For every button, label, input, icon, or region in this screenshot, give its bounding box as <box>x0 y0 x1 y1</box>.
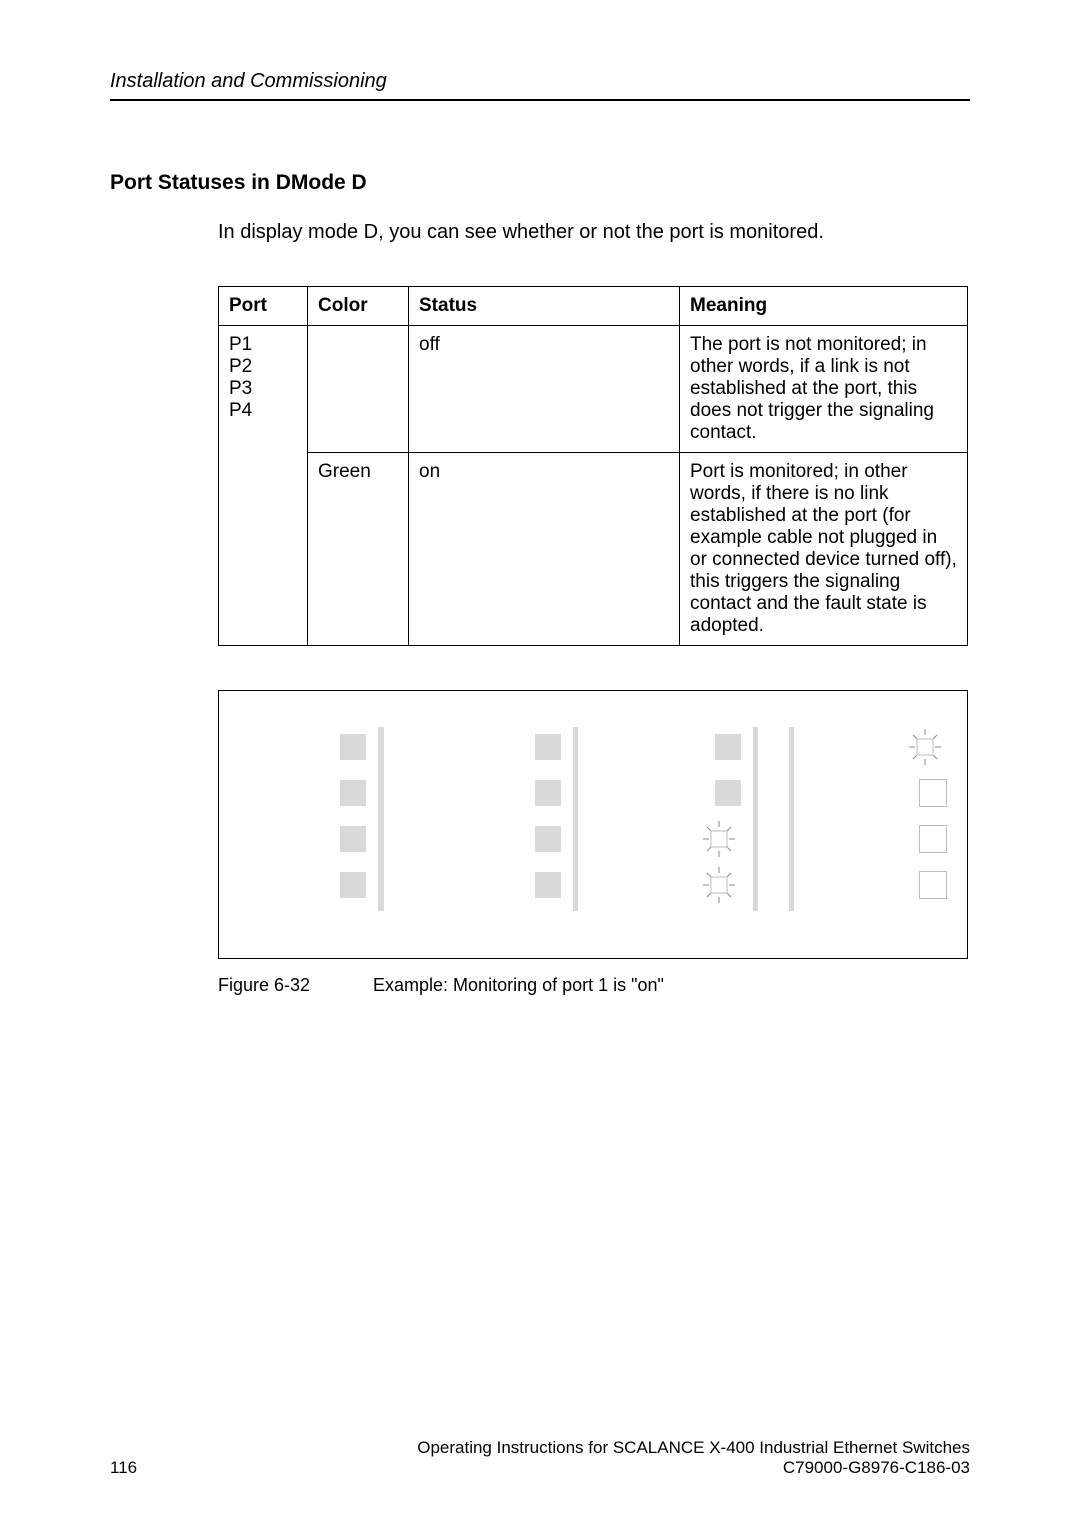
led-icon <box>715 734 741 760</box>
col-color: Color <box>308 287 409 326</box>
cell-color <box>308 326 409 453</box>
panel-caption <box>404 925 570 940</box>
footer-line2: C79000-G8976-C186-03 <box>417 1458 970 1478</box>
led-row <box>590 819 741 859</box>
footer-right: Operating Instructions for SCALANCE X-40… <box>417 1438 970 1478</box>
led-row <box>590 727 741 767</box>
table-row: P1 P2 P3 P4 off The port is not monitore… <box>219 326 968 453</box>
row-label <box>396 785 529 801</box>
col-port: Port <box>219 287 308 326</box>
panel-c <box>590 727 741 911</box>
section-heading: Port Statuses in DMode D <box>110 171 970 195</box>
gap <box>582 925 588 940</box>
burst-icon <box>903 727 947 767</box>
panel-b <box>396 727 561 911</box>
figure-text: Example: Monitoring of port 1 is "on" <box>373 975 664 995</box>
led-row <box>239 727 366 767</box>
figure-caption: Figure 6-32 Example: Monitoring of port … <box>218 975 970 996</box>
divider-bar <box>753 727 758 911</box>
panel-caption <box>804 925 947 940</box>
led-icon <box>340 734 366 760</box>
led-row <box>396 773 561 813</box>
figure-box <box>218 690 968 959</box>
led-icon <box>535 826 561 852</box>
burst-icon <box>697 819 741 859</box>
row-label <box>239 877 334 893</box>
divider-bar <box>789 727 794 911</box>
row-label <box>590 831 691 847</box>
table-header-row: Port Color Status Meaning <box>219 287 968 326</box>
row-label <box>806 831 913 847</box>
led-row <box>806 727 947 767</box>
panel-a <box>239 727 366 911</box>
row-label <box>590 877 691 893</box>
led-icon <box>919 871 947 899</box>
figure-number: Figure 6-32 <box>218 975 368 996</box>
divider-bar <box>573 727 579 911</box>
row-label <box>806 785 913 801</box>
page-footer: 116 Operating Instructions for SCALANCE … <box>110 1438 970 1478</box>
col-status: Status <box>409 287 680 326</box>
cell-status: off <box>409 326 680 453</box>
port-label: P1 <box>229 334 252 355</box>
cell-meaning: The port is not monitored; in other word… <box>680 326 968 453</box>
led-row <box>239 773 366 813</box>
row-label <box>239 831 334 847</box>
cell-color: Green <box>308 453 409 646</box>
row-label <box>590 785 709 801</box>
led-icon <box>535 734 561 760</box>
led-icon <box>535 780 561 806</box>
led-row <box>396 727 561 767</box>
panel-caption <box>600 925 752 940</box>
led-icon <box>535 872 561 898</box>
led-icon <box>340 780 366 806</box>
cell-status: on <box>409 453 680 646</box>
panel-caption <box>239 925 374 940</box>
led-row <box>806 865 947 905</box>
gap <box>770 727 778 911</box>
led-row <box>806 819 947 859</box>
row-label <box>806 877 913 893</box>
header-title: Installation and Commissioning <box>110 70 387 92</box>
gap <box>386 925 392 940</box>
led-row <box>396 865 561 905</box>
led-icon <box>715 780 741 806</box>
led-row <box>806 773 947 813</box>
table-row: Green on Port is monitored; in other wor… <box>219 453 968 646</box>
led-row <box>239 819 366 859</box>
footer-line1: Operating Instructions for SCALANCE X-40… <box>417 1438 970 1458</box>
row-label <box>239 785 334 801</box>
port-label: P3 <box>229 378 252 399</box>
led-row <box>590 865 741 905</box>
led-icon <box>919 825 947 853</box>
burst-icon <box>697 865 741 905</box>
divider-bar <box>378 727 384 911</box>
cell-port: P1 P2 P3 P4 <box>219 326 308 646</box>
port-label: P2 <box>229 356 252 377</box>
led-icon <box>919 779 947 807</box>
gap <box>764 925 793 940</box>
led-row <box>239 865 366 905</box>
port-status-table: Port Color Status Meaning P1 P2 P3 P4 of… <box>218 286 968 646</box>
row-label <box>396 877 529 893</box>
cell-meaning: Port is monitored; in other words, if th… <box>680 453 968 646</box>
col-meaning: Meaning <box>680 287 968 326</box>
led-row <box>396 819 561 859</box>
panel-captions <box>239 925 947 940</box>
led-icon <box>340 872 366 898</box>
page-number: 116 <box>110 1458 137 1478</box>
led-row <box>590 773 741 813</box>
row-label <box>239 739 334 755</box>
panel-d <box>806 727 947 911</box>
row-label <box>396 831 529 847</box>
page-header: Installation and Commissioning <box>110 70 970 101</box>
panels-row <box>239 727 947 911</box>
row-label <box>806 739 897 755</box>
led-icon <box>340 826 366 852</box>
row-label <box>590 739 709 755</box>
port-label: P4 <box>229 400 252 421</box>
section-intro: In display mode D, you can see whether o… <box>218 221 970 244</box>
page: Installation and Commissioning Port Stat… <box>0 0 1080 1528</box>
row-label <box>396 739 529 755</box>
